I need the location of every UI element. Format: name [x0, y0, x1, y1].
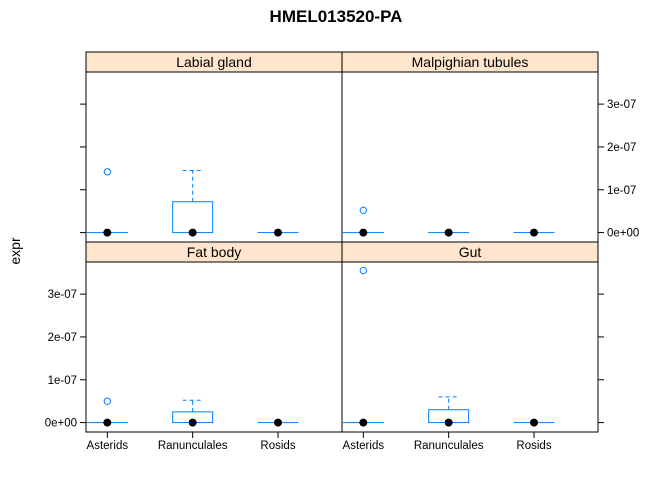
- box-rosids: [513, 418, 555, 427]
- box-asterids: [86, 168, 128, 237]
- panel-labial-gland: Labial gland: [85, 51, 343, 243]
- box-median-dot: [530, 228, 538, 237]
- box-rect: [172, 201, 214, 234]
- x-tick-label: Asterids: [343, 440, 385, 452]
- box-median-dot: [444, 228, 453, 237]
- box-rosids: [257, 418, 299, 427]
- panel-strip-label: Labial gland: [176, 54, 252, 70]
- panel-strip-label: Fat body: [187, 244, 241, 260]
- x-tick-label: Ranunculales: [158, 440, 228, 452]
- box-ranunculales: [428, 228, 470, 237]
- box-median-dot: [274, 228, 282, 237]
- panels-group: Labial gland Malpighian tubules Fat body Gu…: [85, 51, 599, 433]
- box-asterids: [86, 397, 128, 427]
- box-median-dot: [530, 418, 538, 427]
- x-tick-label: Asterids: [87, 440, 129, 452]
- panel-frame: [341, 261, 599, 433]
- panel-gut: Gut: [341, 241, 599, 433]
- y-tick-label: 2e-07: [48, 332, 77, 344]
- panel-strip-label: Malpighian tubules: [412, 54, 529, 70]
- x-tick-label: Rosids: [516, 440, 551, 452]
- box-median-dot: [188, 228, 197, 237]
- box-median-dot: [359, 418, 368, 427]
- box-rosids: [257, 228, 299, 237]
- box-median-dot: [359, 228, 368, 237]
- box-median-dot: [274, 418, 282, 427]
- box-outlier: [103, 168, 112, 176]
- panel-frame: [341, 71, 599, 243]
- panel-malpighian-tubules: Malpighian tubules: [341, 51, 599, 243]
- y-tick-label: 3e-07: [607, 99, 636, 111]
- box-ranunculales: [172, 399, 214, 427]
- y-tick-label: 1e-07: [48, 375, 77, 387]
- panel-strip-label: Gut: [459, 244, 482, 260]
- panel-frame: [85, 71, 343, 243]
- y-tick-label: 3e-07: [48, 289, 77, 301]
- box-asterids: [342, 206, 384, 237]
- chart-title: HMEL013520-PA: [270, 7, 403, 26]
- y-tick-label: 0e+00: [45, 418, 77, 430]
- y-axis-label: expr: [7, 237, 23, 265]
- box-outlier: [359, 266, 368, 275]
- box-asterids: [342, 266, 384, 427]
- box-rosids: [513, 228, 555, 237]
- box-outlier: [359, 206, 368, 215]
- y-tick-label: 1e-07: [607, 185, 636, 197]
- box-median-dot: [444, 418, 453, 427]
- axes-group: 0e+00 1e-07 2e-07 3e-07 0e+00 1e-07 2e-07 3e-07…: [45, 99, 640, 452]
- box-outlier: [103, 397, 112, 405]
- box-median-dot: [188, 418, 197, 427]
- x-tick-label: Ranunculales: [414, 440, 484, 452]
- y-tick-label: 2e-07: [607, 142, 636, 154]
- box-ranunculales: [428, 396, 470, 427]
- y-tick-label: 0e+00: [607, 228, 639, 240]
- box-median-dot: [103, 418, 112, 427]
- box-median-dot: [103, 228, 112, 237]
- panel-fat-body: Fat body: [85, 241, 343, 433]
- x-tick-label: Rosids: [260, 440, 295, 452]
- box-ranunculales: [172, 169, 214, 237]
- panel-frame: [85, 261, 343, 433]
